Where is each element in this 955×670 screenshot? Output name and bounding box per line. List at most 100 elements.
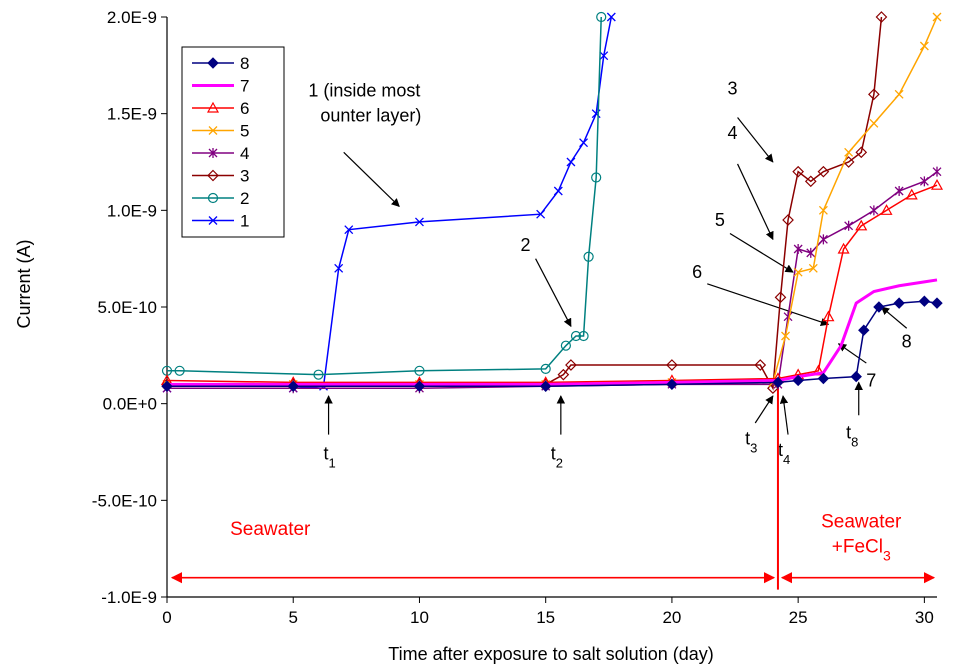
annotation-arrow xyxy=(729,233,794,273)
series-3-point xyxy=(754,359,767,371)
series-8-point xyxy=(287,380,299,392)
legend: 8 7 6 5 4 3 2 1 xyxy=(181,46,285,238)
series-2-line xyxy=(167,16,602,376)
x-tick-label: 30 xyxy=(915,608,934,627)
legend-label: 4 xyxy=(240,144,249,163)
annotation-label: 1 (inside most xyxy=(308,80,420,100)
series-3-point xyxy=(782,214,794,226)
y-tick-label: 0.0E+0 xyxy=(103,395,157,414)
series-5-point xyxy=(894,89,904,99)
series-1-point xyxy=(553,186,563,196)
y-axis-label: Current (A) xyxy=(14,239,34,328)
series-8-point xyxy=(817,372,830,385)
x-axis-label: Time after exposure to salt solution (da… xyxy=(388,644,713,664)
annotation-arrow xyxy=(707,283,830,326)
annotation-label: 6 xyxy=(692,262,702,282)
y-tick-label: 1.5E-9 xyxy=(107,105,157,124)
x-tick-label: 15 xyxy=(536,608,555,627)
annotation-arrow xyxy=(754,395,774,424)
legend-label: 5 xyxy=(240,122,249,141)
series-8-point xyxy=(413,380,426,392)
annotation-label: 4 xyxy=(727,123,737,143)
legend-entry-7: 7 xyxy=(192,77,249,96)
annotation-label: t8 xyxy=(846,422,858,449)
annotation-arrow xyxy=(343,151,400,208)
y-tick-label: 5.0E-10 xyxy=(97,298,157,317)
series-3-point xyxy=(792,165,804,178)
series-5-point xyxy=(932,12,942,22)
series-2 xyxy=(161,11,607,380)
series-4-point xyxy=(844,220,854,231)
annotation-label: 7 xyxy=(866,370,876,390)
y-tick-label: -1.0E-9 xyxy=(101,588,157,607)
annotation-arrow xyxy=(737,163,774,241)
series-5-point xyxy=(808,263,818,273)
legend-box xyxy=(181,46,285,238)
legend-swatch-marker xyxy=(207,57,219,69)
series-7 xyxy=(167,278,938,386)
series-4-point xyxy=(793,244,803,254)
series-3-point xyxy=(565,359,577,371)
annotation-subscript: 3 xyxy=(750,440,757,455)
series-6-point xyxy=(855,219,868,231)
series-6-point xyxy=(905,188,918,200)
series-5-point xyxy=(781,331,790,341)
series-5-point xyxy=(818,205,828,215)
series-3-point xyxy=(817,165,830,178)
series-8 xyxy=(161,295,943,392)
series-6-point xyxy=(837,242,850,254)
series-3-point xyxy=(774,291,787,304)
series-6-point xyxy=(822,310,835,322)
legend-label: 7 xyxy=(240,77,249,96)
series-8-point xyxy=(893,297,905,309)
series-2-point xyxy=(591,172,602,183)
series-8-point xyxy=(850,370,862,383)
series-3-point xyxy=(557,368,570,381)
series-5-point xyxy=(919,41,929,51)
annotation-label-line2: ounter layer) xyxy=(320,105,421,125)
series-6-point xyxy=(930,178,944,190)
x-tick-label: 0 xyxy=(162,608,171,627)
series-1-point xyxy=(334,263,344,273)
annotation-label: t1 xyxy=(324,444,336,471)
series-2-point xyxy=(313,369,324,380)
annotation-label: t3 xyxy=(745,428,757,455)
series-4-point xyxy=(869,205,879,216)
x-tick-label: 20 xyxy=(662,608,681,627)
series-1-point xyxy=(606,12,616,22)
annotations: 1 (inside most ounter layer) 2 3 4 5 6 7 8 t1 t2 t3… xyxy=(170,78,936,590)
series-2-point xyxy=(540,363,551,374)
series-4-point xyxy=(932,166,942,177)
series-1-point xyxy=(344,225,354,235)
y-tick-label: -5.0E-10 xyxy=(92,491,157,510)
annotation-arrow xyxy=(737,117,774,163)
series-3-point xyxy=(666,359,678,371)
series-3-point xyxy=(804,175,817,188)
legend-entry-3: 3 xyxy=(192,167,249,186)
series-2-point xyxy=(174,365,185,376)
legend-label: 3 xyxy=(240,167,249,186)
y-tick-label: 2.0E-9 xyxy=(107,8,157,27)
series-8-point xyxy=(918,295,931,307)
legend-swatch-marker xyxy=(208,126,218,135)
region-label: Seawater xyxy=(230,519,311,540)
legend-swatch-marker xyxy=(207,169,219,182)
legend-entry-4: 4 xyxy=(192,144,249,163)
annotation-subscript: 8 xyxy=(851,434,858,449)
annotation-subscript: 4 xyxy=(783,451,790,466)
series-4-point xyxy=(894,186,904,196)
legend-swatch-marker xyxy=(207,192,219,204)
series-8-point xyxy=(161,380,173,392)
legend-entry-5: 5 xyxy=(192,122,249,141)
y-tick-label: 1.0E-9 xyxy=(107,201,157,220)
series-4-point xyxy=(919,176,929,187)
series-4-point xyxy=(806,247,816,258)
annotation-arrow xyxy=(779,395,789,435)
annotation-label: t2 xyxy=(551,444,563,471)
annotation-subscript: 1 xyxy=(329,455,336,470)
series-5-point xyxy=(869,118,879,128)
series-8-point xyxy=(873,301,885,313)
series-8-point xyxy=(858,324,870,336)
series-7-line xyxy=(167,278,938,386)
